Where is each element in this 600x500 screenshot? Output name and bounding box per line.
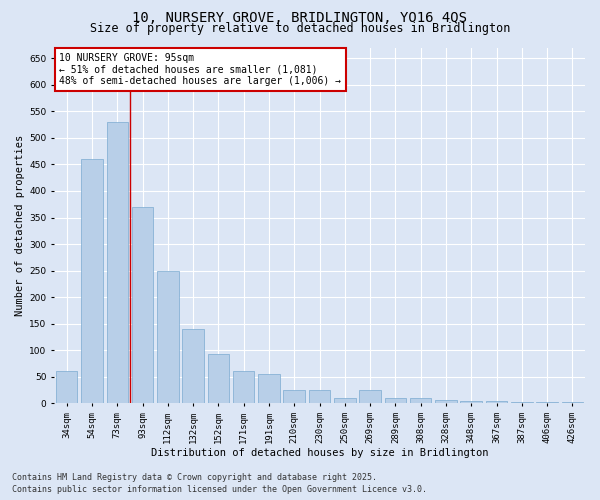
Text: Contains HM Land Registry data © Crown copyright and database right 2025.
Contai: Contains HM Land Registry data © Crown c…	[12, 473, 427, 494]
X-axis label: Distribution of detached houses by size in Bridlington: Distribution of detached houses by size …	[151, 448, 488, 458]
Bar	[486, 402, 507, 404]
Bar	[182, 329, 204, 404]
Bar	[562, 402, 583, 404]
Y-axis label: Number of detached properties: Number of detached properties	[15, 135, 25, 316]
Bar	[460, 401, 482, 404]
Bar	[107, 122, 128, 404]
Bar	[233, 370, 254, 404]
Bar	[435, 400, 457, 404]
Bar	[132, 207, 153, 404]
Text: Size of property relative to detached houses in Bridlington: Size of property relative to detached ho…	[90, 22, 510, 35]
Bar	[283, 390, 305, 404]
Bar	[208, 354, 229, 404]
Bar	[309, 390, 330, 404]
Bar	[410, 398, 431, 404]
Bar	[334, 398, 356, 404]
Bar	[258, 374, 280, 404]
Bar	[511, 402, 533, 404]
Bar	[359, 390, 381, 404]
Bar	[536, 402, 558, 404]
Bar	[56, 370, 77, 404]
Text: 10 NURSERY GROVE: 95sqm
← 51% of detached houses are smaller (1,081)
48% of semi: 10 NURSERY GROVE: 95sqm ← 51% of detache…	[59, 53, 341, 86]
Bar	[157, 270, 179, 404]
Bar	[81, 159, 103, 404]
Text: 10, NURSERY GROVE, BRIDLINGTON, YO16 4QS: 10, NURSERY GROVE, BRIDLINGTON, YO16 4QS	[133, 11, 467, 25]
Bar	[385, 398, 406, 404]
